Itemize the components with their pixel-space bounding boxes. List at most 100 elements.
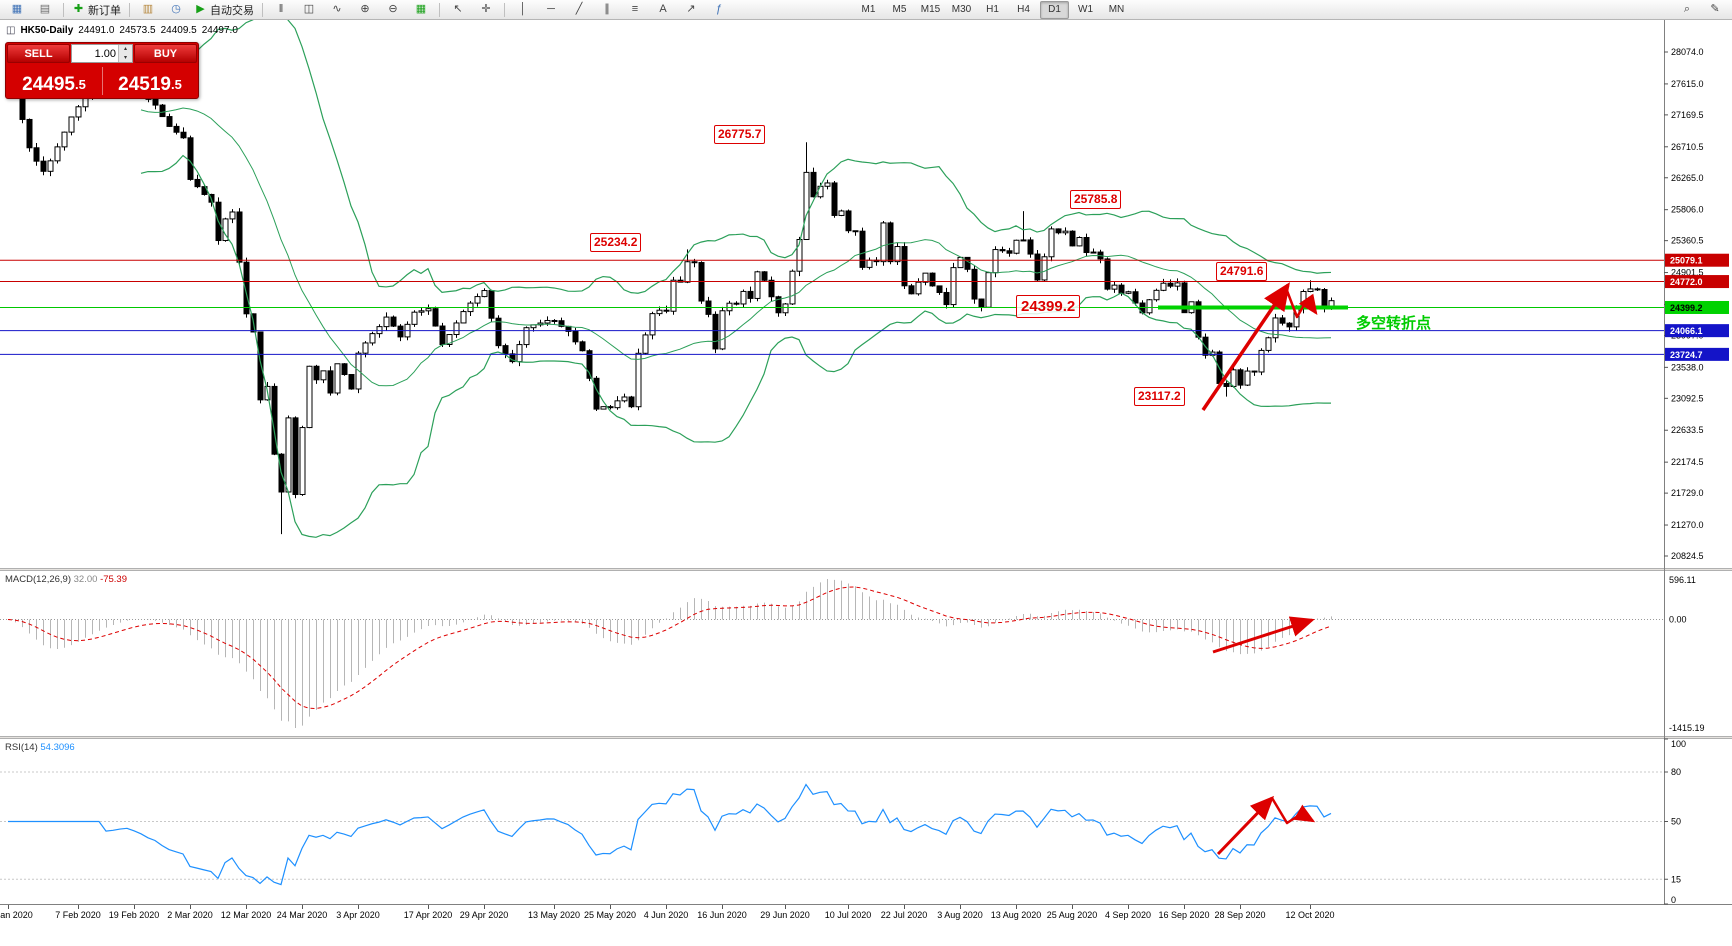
y-axis-label: 20824.5 [1671,551,1704,561]
rsi-axis-label: 50 [1671,817,1681,827]
price-tag: 24772.0 [1665,275,1729,289]
buy-button[interactable]: BUY [134,44,197,63]
charts-menu-icon: ▥ [142,3,154,15]
rsi-trend-arrow[interactable] [1216,795,1275,856]
toolbar-market-watch-button[interactable]: ◷ [163,0,189,19]
toolbar-horizontal-line-button[interactable]: ─ [538,0,564,19]
toolbar-candlestick-chart-button[interactable]: ◫ [296,0,322,19]
profiles-icon: ▤ [39,3,51,15]
rsi-line [8,783,1332,886]
sell-price-display[interactable]: 24495.5 [22,74,86,95]
toolbar-profiles-button[interactable]: ▤ [32,0,58,19]
price-annotation[interactable]: 23117.2 [1134,386,1185,406]
horizontal-lines[interactable] [0,259,1664,355]
toolbar-vertical-line-button[interactable]: │ [510,0,536,19]
x-axis-date-label: 24 Jan 2020 [0,910,33,920]
line-chart-icon: ∿ [332,3,342,15]
toolbar-charts-menu-button[interactable]: ▥ [135,0,161,19]
price-annotation[interactable]: 24791.6 [1216,262,1268,282]
macd-histogram-value: 32.00 [73,574,98,585]
x-axis-date-label: 25 Aug 2020 [1047,910,1098,920]
y-axis-label: 24901.5 [1671,268,1704,278]
x-axis-date-label: 16 Sep 2020 [1158,910,1209,920]
toolbar-new-order-button[interactable]: ✚ 新订单 [69,0,124,19]
timeframe-d1-button[interactable]: D1 [1040,0,1069,19]
x-axis-date-label: 2 Mar 2020 [167,910,213,920]
price-annotation[interactable]: 25234.2 [590,232,642,252]
toolbar-right-group: ⌕ ✎ [1673,0,1729,19]
rsi-axis-label: 15 [1671,874,1681,884]
crosshair-icon: ✛ [481,3,491,15]
timeframe-m5-button[interactable]: M5 [892,4,907,15]
toolbar-trendline-button[interactable]: ╱ [566,0,592,19]
toolbar-text-label-button[interactable]: A [650,0,676,19]
toolbar-separator [63,2,64,17]
toolbar-new-chart-button[interactable]: ▦ [4,0,30,19]
toolbar-separator [439,2,440,17]
macd-trend-arrow[interactable] [1212,616,1315,654]
turning-point-label[interactable]: 多空转折点 [1356,315,1432,332]
x-axis-date-label: 3 Aug 2020 [937,910,983,920]
tile-windows-icon: ▦ [415,3,427,15]
macd-signal-line [7,586,1332,710]
toolbar-indicators-button[interactable]: ƒ [706,0,732,19]
x-axis-date-label: 29 Apr 2020 [460,910,509,920]
price-annotation[interactable]: 24399.2 [1016,295,1081,319]
toolbar-line-chart-button[interactable]: ∿ [324,0,350,19]
text-label-icon: A [659,3,667,15]
toolbar-edit-button[interactable]: ✎ [1702,0,1728,19]
x-axis-date-label: 29 Jun 2020 [760,910,810,920]
chart-open-value: 24491.0 [78,25,115,36]
price-annotation[interactable]: 26775.7 [714,125,766,144]
price-annotation[interactable]: 25785.8 [1070,190,1122,210]
toolbar-bar-chart-button[interactable]: ‖ [268,0,294,19]
toolbar-arrows-tool-button[interactable]: ↗ [678,0,704,19]
main-toolbar: ▦ ▤ ✚ 新订单 ▥ ◷ ▶ 自动交易 ‖ ◫ ∿ ⊕ ⊖ ▦ ↖ ✛ │ ─ ╱ ∥ ≡ A ↗ ƒ M1 M5 M15 M30 H… [0,0,1732,20]
toolbar-tile-windows-button[interactable]: ▦ [408,0,434,19]
toolbar-zoom-out-button[interactable]: ⊖ [380,0,406,19]
timeframe-m1-button[interactable]: M1 [861,4,876,15]
buy-price-display[interactable]: 24519.5 [118,74,182,95]
y-axis-label: 22633.5 [1671,425,1704,435]
lot-decrease-button[interactable]: ▾ [119,53,132,62]
one-click-trading-panel: SELL ▴ ▾ BUY 24495.5 24519.5 [5,42,199,99]
bollinger-bands [140,6,1332,538]
toolbar-fibonacci-button[interactable]: ≡ [622,0,648,19]
chart-title: ◫ HK50-Daily 24491.0 24573.5 24409.5 244… [6,25,238,36]
timeframe-m30-button[interactable]: M30 [951,4,972,15]
trend-arrow[interactable] [1201,282,1290,411]
trend-arrow[interactable] [1284,287,1318,319]
rsi-trend-arrow[interactable] [1270,797,1316,825]
lot-increase-button[interactable]: ▴ [119,45,132,54]
trendline-icon: ╱ [575,3,583,15]
autotrade-icon: ▶ [196,3,205,15]
toolbar-zoom-in-button[interactable]: ⊕ [352,0,378,19]
rsi-axis-label: 100 [1671,739,1686,749]
toolbar-crosshair-button[interactable]: ✛ [473,0,499,19]
toolbar-search-button[interactable]: ⌕ [1674,0,1700,19]
panel-splitter[interactable] [0,736,1732,739]
sell-button[interactable]: SELL [7,44,70,63]
x-axis-date-label: 19 Feb 2020 [109,910,160,920]
timeframe-w1-button[interactable]: W1 [1078,4,1093,15]
toolbar-autotrade-button[interactable]: ▶ 自动交易 [191,0,257,19]
macd-signal-value: -75.39 [100,574,127,585]
timeframe-m15-button[interactable]: M15 [920,4,941,15]
x-axis-date-label: 10 Jul 2020 [825,910,872,920]
toolbar-cursor-button[interactable]: ↖ [445,0,471,19]
y-axis-label: 27615.0 [1671,79,1704,89]
chart-close-value: 24497.0 [201,25,238,36]
timeframe-h1-button[interactable]: H1 [986,4,999,15]
timeframe-h4-button[interactable]: H4 [1017,4,1030,15]
macd-indicator-label: MACD(12,26,9) 32.00 -75.39 [5,574,127,585]
lot-size-input[interactable] [72,45,118,62]
panel-splitter[interactable] [0,568,1732,571]
macd-histogram [15,579,1332,728]
x-axis-date-label: 22 Jul 2020 [881,910,928,920]
x-axis-date-label: 3 Apr 2020 [336,910,380,920]
toolbar-channel-button[interactable]: ∥ [594,0,620,19]
y-axis-label: 25360.5 [1671,236,1704,246]
y-axis-label: 22174.5 [1671,457,1704,467]
timeframe-mn-button[interactable]: MN [1108,4,1125,15]
